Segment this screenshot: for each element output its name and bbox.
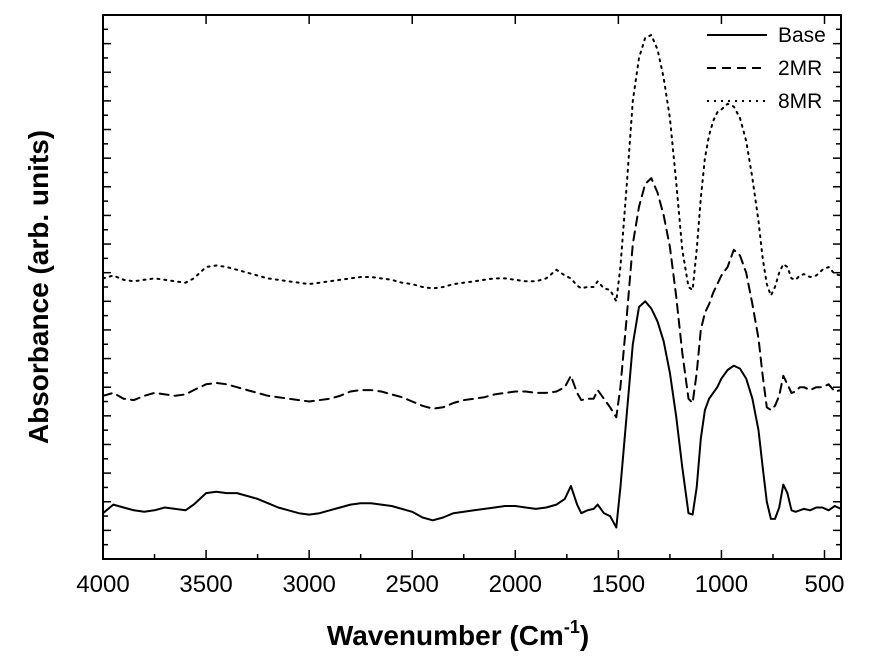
x-axis-title-close: ) [580,620,589,651]
x-tick-label: 4000 [76,571,129,598]
legend-label-8mr: 8MR [778,90,822,113]
x-tick-label: 1500 [592,571,645,598]
x-tick-label: 500 [804,571,844,598]
legend: Base 2MR 8MR [707,24,826,113]
legend-label-2mr: 2MR [778,57,822,80]
x-axis-title-sup: -1 [564,617,580,637]
series-line-2mr [102,177,842,419]
x-tick-label: 3000 [282,571,335,598]
plot-area [102,14,842,560]
legend-label-base: Base [778,24,826,47]
series-line-base [102,300,842,529]
x-axis-title: Wavenumber (Cm-1) [327,617,589,651]
x-axis-ticks: 4000 3500 3000 2500 2000 1500 1000 500 [76,15,845,598]
y-axis-ticks [103,14,841,560]
x-tick-label: 3500 [179,571,232,598]
y-axis-title: Absorbance (arb. units) [23,130,54,444]
series-line-8mr [102,34,842,303]
x-axis-title-main: Wavenumber (Cm [327,620,564,651]
x-tick-label: 2500 [386,571,439,598]
series-layer [102,34,842,529]
x-tick-label: 1000 [695,571,748,598]
x-tick-label: 2000 [489,571,542,598]
